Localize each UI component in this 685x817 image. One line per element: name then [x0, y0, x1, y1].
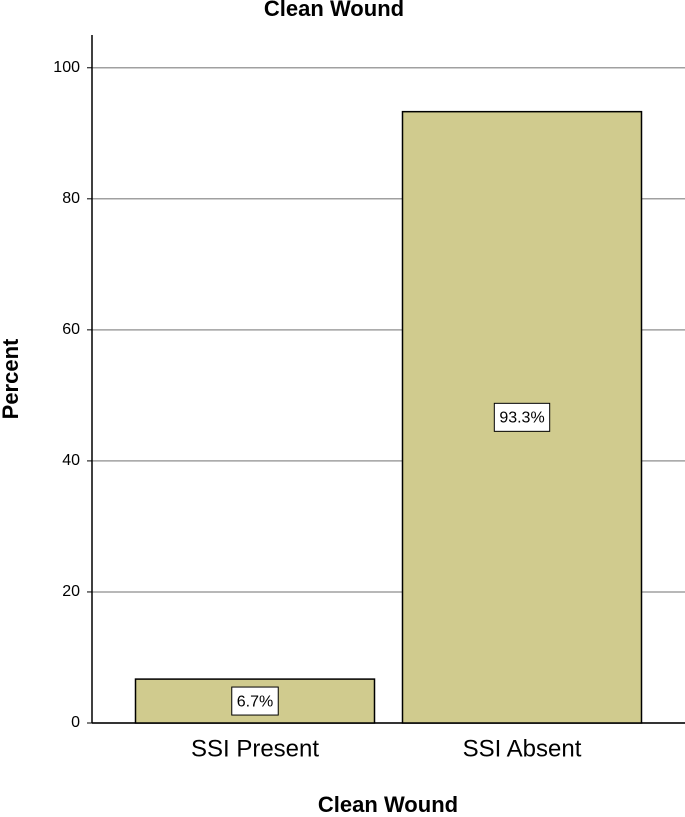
value-label: 93.3% — [499, 410, 544, 427]
value-label-box — [231, 686, 279, 716]
y-tick-label: 40 — [62, 452, 80, 469]
y-tick-label: 80 — [62, 190, 80, 207]
y-tick-label: 20 — [62, 583, 80, 600]
x-tick-label: SSI Present — [191, 735, 319, 762]
y-tick-label: 0 — [71, 714, 80, 731]
x-tick-label: SSI Absent — [463, 735, 582, 762]
x-axis-label: Clean Wound — [318, 792, 458, 817]
y-tick-label: 100 — [53, 59, 80, 76]
value-label: 6.7% — [237, 693, 273, 710]
y-axis-label: Percent — [0, 338, 23, 419]
y-tick-label: 60 — [62, 321, 80, 338]
value-label-box — [493, 402, 551, 432]
chart-title: Clean Wound — [264, 0, 404, 21]
